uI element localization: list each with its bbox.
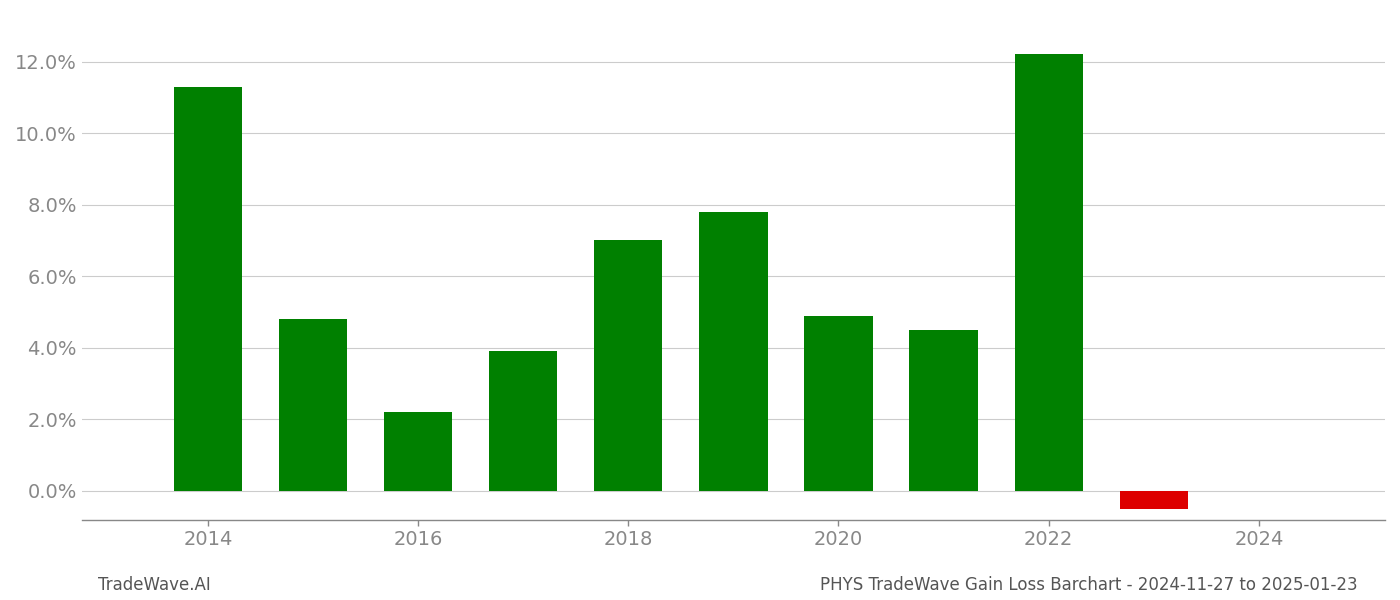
Bar bbox=[594, 241, 662, 491]
Bar bbox=[489, 352, 557, 491]
Text: TradeWave.AI: TradeWave.AI bbox=[98, 576, 211, 594]
Bar bbox=[1015, 55, 1082, 491]
Bar bbox=[174, 86, 242, 491]
Bar bbox=[1120, 491, 1189, 509]
Bar bbox=[910, 330, 977, 491]
Text: PHYS TradeWave Gain Loss Barchart - 2024-11-27 to 2025-01-23: PHYS TradeWave Gain Loss Barchart - 2024… bbox=[820, 576, 1358, 594]
Bar bbox=[805, 316, 872, 491]
Bar bbox=[279, 319, 347, 491]
Bar bbox=[699, 212, 767, 491]
Bar bbox=[384, 412, 452, 491]
